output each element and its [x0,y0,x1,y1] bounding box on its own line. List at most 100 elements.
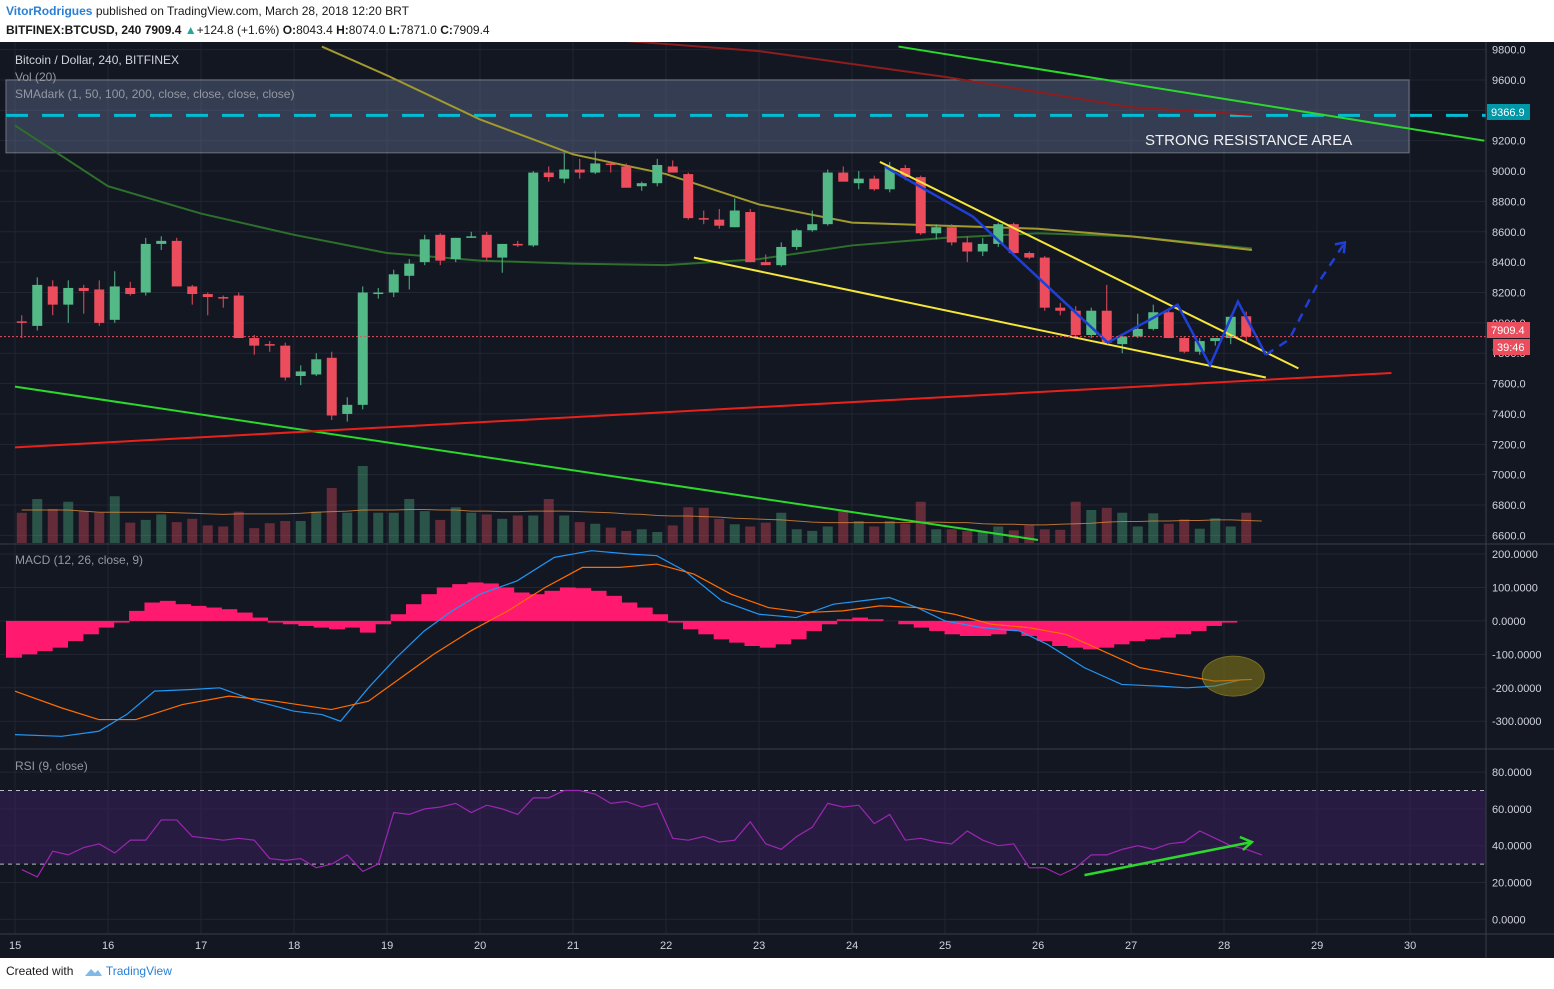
volume-bar [931,529,942,543]
price-tick-label: 9200.0 [1492,136,1526,148]
candle-body [311,359,322,375]
candle-body [729,210,740,228]
low-label: L: [388,23,401,37]
macd-line [14,550,1243,737]
x-tick-label: 28 [1218,940,1230,952]
candle-body [1086,310,1097,336]
volume-bar [32,499,43,543]
candle-body [791,230,802,247]
resistance-price-tag [1487,104,1530,120]
candle-body [1210,338,1221,342]
change-value: +124.8 (+1.6%) [196,23,280,37]
macd-histogram-bar [836,619,853,621]
volume-bar [946,529,957,543]
volume-bar [838,510,849,543]
candle-body [745,212,756,263]
x-tick-label: 20 [474,940,486,952]
candle-body [1132,328,1143,337]
created-with-text: Created with [6,964,74,978]
tradingview-logo[interactable]: TradingView [83,964,172,978]
macd-histogram-bar [1159,620,1176,638]
volume-bar [1024,525,1035,543]
volume-bar [1055,529,1066,543]
volume-bar [791,529,802,543]
high-label: H: [336,23,349,37]
candle-body [1148,312,1159,329]
macd-histogram-bar [898,620,915,625]
volume-bar [667,525,678,543]
price-tick-label: 9600.0 [1492,75,1526,87]
chart-area[interactable]: 15 16 17 18 19 20 21 22 23 24 25 26 27 28 29 30 9800.0 96… [0,42,1554,958]
candle-body [512,243,523,246]
footer: Created with TradingView [0,958,1554,989]
volume-bar [1210,518,1221,543]
macd-histogram-bar [1021,620,1038,636]
footer-credit: Created with TradingView [6,964,172,978]
volume-bar [1117,512,1128,543]
macd-histogram-bar [298,620,315,626]
wedge-upper-line [879,161,1299,370]
price-pane[interactable] [0,42,1486,543]
volume-bar [962,530,973,543]
macd-histogram-bar [252,617,269,621]
blue-swing-path [883,165,1267,369]
sma-50-line [321,45,1253,251]
candle-body [1070,310,1081,336]
candle-body [946,227,957,243]
macd-histogram-bar [313,620,330,628]
volume-bar [94,512,105,543]
volume-bar [1039,529,1050,543]
candle-body [822,172,833,225]
author-link[interactable]: VitorRodrigues [6,4,93,18]
macd-histogram-bar [575,588,592,621]
up-arrow-icon: ▲ [184,23,197,37]
candle-body [993,224,1004,244]
macd-histogram-bar [1082,620,1099,650]
pane-labels: Bitcoin / Dollar, 240, BITFINEX Vol (20)… [15,53,1352,773]
macd-histogram-bar [606,595,622,621]
macd-tick-label: -100.0000 [1492,649,1542,661]
resistance-price-tag-text: 9366.9 [1491,107,1525,119]
macd-histogram-bar [329,620,345,630]
volume-bar [729,524,740,543]
candle-body [373,292,384,295]
volume-bar [1163,523,1174,543]
volume-bar [373,512,384,543]
macd-pane[interactable] [6,550,1265,737]
volume-bar [249,528,260,543]
price-tick-label: 7000.0 [1492,470,1526,482]
candle-body [1117,336,1128,345]
macd-histogram-bar [821,620,838,625]
volume-bar [869,526,880,543]
candle-body [94,289,105,323]
rsi-pane[interactable] [0,789,1486,878]
macd-histogram-bar [175,604,192,621]
macd-tick-label: -300.0000 [1492,716,1542,728]
open-value: 8043.4 [296,23,333,37]
x-tick-label: 22 [660,940,672,952]
macd-tick-label: 0.0000 [1492,616,1526,628]
volume-bar [636,529,647,543]
candle-body [667,166,678,173]
price-tick-label: 9000.0 [1492,166,1526,178]
wedge-lower-line [693,256,1267,379]
volume-bar [47,508,58,543]
macd-histogram-bar [236,612,253,621]
volume-bar [652,532,663,543]
macd-histogram-bar [406,604,422,621]
candle-body [419,239,430,263]
volume-bar [528,515,539,543]
macd-tick-label: 100.0000 [1492,582,1538,594]
rsi-band-fill [0,790,1486,865]
resistance-annotation: STRONG RESISTANCE AREA [1145,132,1352,149]
candle-body [404,263,415,276]
macd-histogram-bar [129,610,145,621]
volume-bar [357,466,368,543]
candle-body [915,177,926,234]
candle-body [884,168,895,190]
macd-histogram-bar [867,619,884,621]
volume-bar [311,511,322,543]
candle-body [559,169,570,179]
last-price-tag-text: 7909.4 [1491,325,1525,337]
candle-body [605,163,616,165]
